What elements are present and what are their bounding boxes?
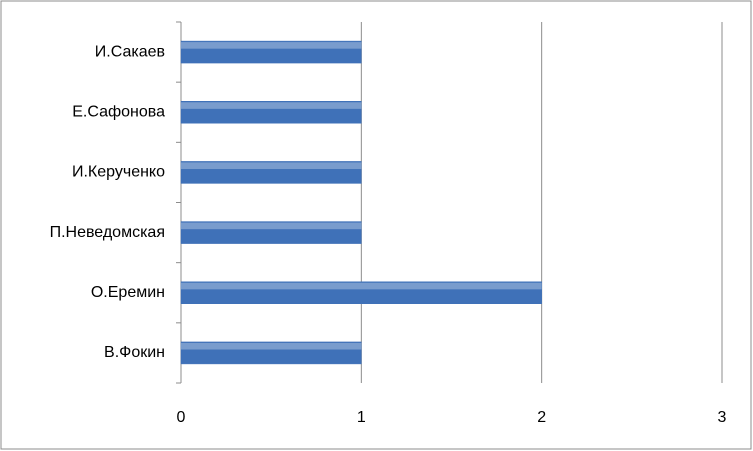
y-tick-label: Е.Сафонова (72, 103, 165, 120)
bar (180, 341, 362, 365)
bar-shine (181, 342, 362, 350)
y-tick-label: И.Керученко (72, 164, 165, 181)
bar-shine (181, 102, 362, 109)
y-tick-label: П.Неведомская (50, 224, 165, 241)
x-tick-label: 0 (177, 409, 186, 426)
x-tick-label: 1 (357, 409, 366, 426)
bar-shine (181, 162, 362, 170)
bar-shine (181, 282, 542, 290)
y-tick-label: И.Сакаев (95, 43, 165, 60)
y-tick-label: О.Еремин (91, 284, 165, 301)
bar (180, 101, 362, 124)
x-tick-label: 3 (718, 409, 727, 426)
bar-shine (181, 42, 362, 49)
bar (180, 161, 362, 184)
bar (180, 281, 542, 304)
bar (180, 40, 362, 64)
bar-shine (181, 222, 362, 230)
bar (180, 221, 362, 244)
y-tick-label: В.Фокин (104, 344, 165, 361)
x-tick-label: 2 (537, 409, 546, 426)
